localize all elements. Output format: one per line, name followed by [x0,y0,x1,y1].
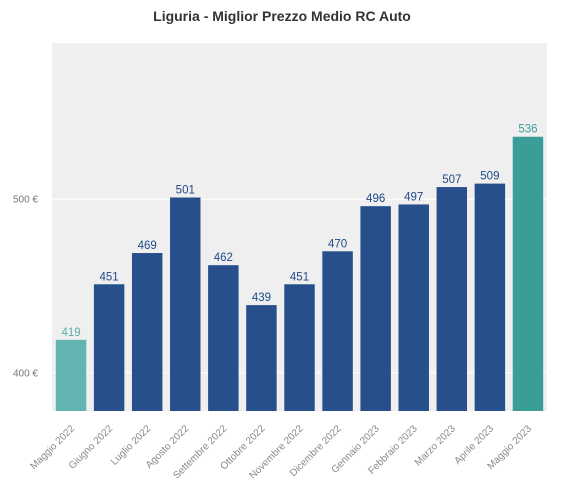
bar-aprile-2023 [474,183,506,411]
data-label: 419 [61,327,80,339]
bar-maggio-2023 [512,136,544,412]
bar-maggio-2022 [55,339,87,411]
data-label: 507 [442,174,461,186]
bar-agosto-2022 [170,197,201,411]
data-label: 451 [290,271,309,283]
data-label: 451 [100,271,119,283]
bar-marzo-2023 [436,187,468,411]
data-label: 439 [252,292,271,304]
data-label: 470 [328,238,347,250]
bar-settembre-2022 [208,265,239,411]
bar-luglio-2022 [131,253,163,411]
bar-febbraio-2023 [398,204,429,411]
bar-dicembre-2022 [322,251,353,411]
bar-gennaio-2023 [360,206,391,411]
data-label: 496 [366,193,385,205]
bar-giugno-2022 [93,284,125,411]
y-tick-label: 400 € [13,368,38,379]
data-label: 536 [518,124,537,136]
data-label: 462 [214,252,233,264]
y-tick-label: 500 € [13,195,38,206]
bar-ottobre-2022 [246,305,277,411]
data-label: 509 [480,171,499,183]
bar-novembre-2022 [284,284,315,411]
data-label: 497 [404,191,423,203]
data-label: 501 [176,184,195,196]
data-label: 469 [138,240,157,252]
chart-title: Liguria - Miglior Prezzo Medio RC Auto [153,8,411,24]
x-tick-label: Marzo 2023 [413,423,458,468]
